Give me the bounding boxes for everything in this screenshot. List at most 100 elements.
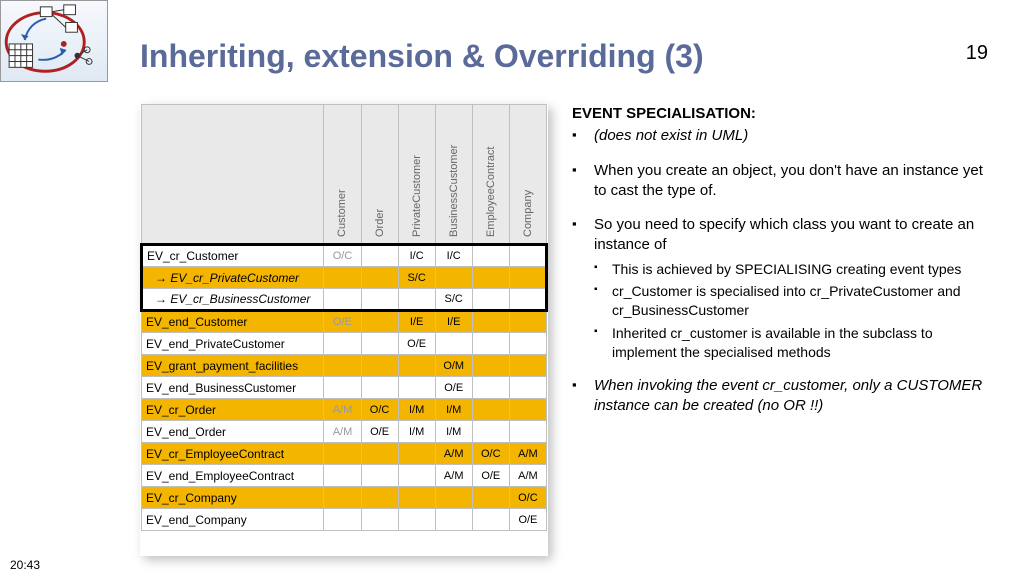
matrix-cell xyxy=(435,267,472,289)
matrix-cell xyxy=(435,333,472,355)
matrix-cell: S/C xyxy=(435,289,472,311)
page-number: 19 xyxy=(966,42,988,65)
matrix-cell: I/E xyxy=(398,311,435,333)
matrix-cell xyxy=(398,289,435,311)
matrix-cell xyxy=(324,487,361,509)
note-subitem: Inherited cr_customer is available in th… xyxy=(594,324,994,362)
slide-title: Inheriting, extension & Overriding (3) xyxy=(140,38,704,75)
matrix-cell: A/M xyxy=(435,443,472,465)
matrix-cell xyxy=(324,289,361,311)
matrix-cell: O/E xyxy=(509,509,546,531)
matrix-cell: I/E xyxy=(435,311,472,333)
matrix-cell xyxy=(472,509,509,531)
row-label: EV_end_Company xyxy=(142,509,324,531)
matrix-cell: O/C xyxy=(324,245,361,267)
matrix-cell: I/M xyxy=(435,421,472,443)
matrix-cell xyxy=(509,289,546,311)
matrix-cell xyxy=(361,245,398,267)
note-item: When you create an object, you don't hav… xyxy=(572,161,994,202)
row-label: EV_end_EmployeeContract xyxy=(142,465,324,487)
matrix-cell xyxy=(324,267,361,289)
note-item: So you need to specify which class you w… xyxy=(572,215,994,362)
timestamp: 20:43 xyxy=(10,558,40,572)
row-label: EV_end_Customer xyxy=(142,311,324,333)
matrix-cell: O/E xyxy=(472,465,509,487)
matrix-cell xyxy=(324,465,361,487)
matrix-cell xyxy=(509,311,546,333)
matrix-cell xyxy=(361,311,398,333)
matrix-cell: I/M xyxy=(435,399,472,421)
note-subitem: cr_Customer is specialised into cr_Priva… xyxy=(594,282,994,320)
matrix-cell: O/E xyxy=(435,377,472,399)
matrix-cell: A/M xyxy=(509,465,546,487)
matrix-cell xyxy=(509,399,546,421)
note-subitem: This is achieved by SPECIALISING creatin… xyxy=(594,260,994,279)
matrix-cell xyxy=(398,377,435,399)
row-label: EV_cr_Order xyxy=(142,399,324,421)
note-item: (does not exist in UML) xyxy=(572,126,994,146)
matrix-cell xyxy=(472,289,509,311)
column-header: EmployeeContract xyxy=(485,147,497,238)
matrix-cell xyxy=(324,509,361,531)
matrix-cell xyxy=(509,421,546,443)
matrix-cell xyxy=(398,465,435,487)
row-label: → EV_cr_PrivateCustomer xyxy=(142,267,324,289)
matrix-cell xyxy=(472,245,509,267)
matrix-cell xyxy=(472,377,509,399)
matrix-cell xyxy=(361,377,398,399)
matrix-cell xyxy=(398,487,435,509)
matrix-cell xyxy=(361,289,398,311)
matrix-cell xyxy=(361,355,398,377)
matrix-cell xyxy=(472,399,509,421)
matrix-cell: O/E xyxy=(324,311,361,333)
matrix-cell xyxy=(398,509,435,531)
matrix-cell xyxy=(398,355,435,377)
matrix-cell xyxy=(509,355,546,377)
matrix-cell xyxy=(472,487,509,509)
matrix-cell xyxy=(509,333,546,355)
matrix-cell xyxy=(509,245,546,267)
matrix-cell: A/M xyxy=(435,465,472,487)
column-header: Customer xyxy=(336,189,348,237)
row-label: EV_cr_Company xyxy=(142,487,324,509)
matrix-cell: O/C xyxy=(509,487,546,509)
column-header: PrivateCustomer xyxy=(411,155,423,237)
matrix-cell xyxy=(472,333,509,355)
matrix-cell: O/E xyxy=(361,421,398,443)
matrix-cell xyxy=(472,355,509,377)
notes-panel: EVENT SPECIALISATION: (does not exist in… xyxy=(572,104,994,556)
matrix-cell xyxy=(361,267,398,289)
matrix-cell: I/M xyxy=(398,421,435,443)
matrix-cell xyxy=(509,377,546,399)
matrix-cell xyxy=(361,509,398,531)
matrix-cell: A/M xyxy=(324,421,361,443)
matrix-cell xyxy=(324,443,361,465)
note-item: When invoking the event cr_customer, onl… xyxy=(572,376,994,417)
slide-content: Customer Order PrivateCustomer BusinessCust… xyxy=(140,104,994,556)
event-matrix: Customer Order PrivateCustomer BusinessCust… xyxy=(140,104,548,556)
column-header: Company xyxy=(522,190,534,237)
row-label: EV_end_PrivateCustomer xyxy=(142,333,324,355)
matrix-cell: I/C xyxy=(398,245,435,267)
matrix-cell: O/E xyxy=(398,333,435,355)
row-label: EV_end_BusinessCustomer xyxy=(142,377,324,399)
matrix-cell: I/C xyxy=(435,245,472,267)
matrix-cell: A/M xyxy=(509,443,546,465)
column-header: Order xyxy=(374,209,386,237)
matrix-cell xyxy=(324,333,361,355)
matrix-cell: O/C xyxy=(361,399,398,421)
logo-thumbnail xyxy=(0,0,108,82)
matrix-cell xyxy=(398,443,435,465)
matrix-cell xyxy=(361,443,398,465)
matrix-cell xyxy=(361,465,398,487)
matrix-cell xyxy=(472,311,509,333)
matrix-cell xyxy=(435,509,472,531)
matrix-cell: A/M xyxy=(324,399,361,421)
matrix-cell xyxy=(435,487,472,509)
matrix-cell: O/C xyxy=(472,443,509,465)
notes-heading: EVENT SPECIALISATION: xyxy=(572,104,994,124)
matrix-cell xyxy=(361,333,398,355)
matrix-cell xyxy=(472,421,509,443)
column-header: BusinessCustomer xyxy=(448,145,460,237)
row-label: EV_cr_EmployeeContract xyxy=(142,443,324,465)
